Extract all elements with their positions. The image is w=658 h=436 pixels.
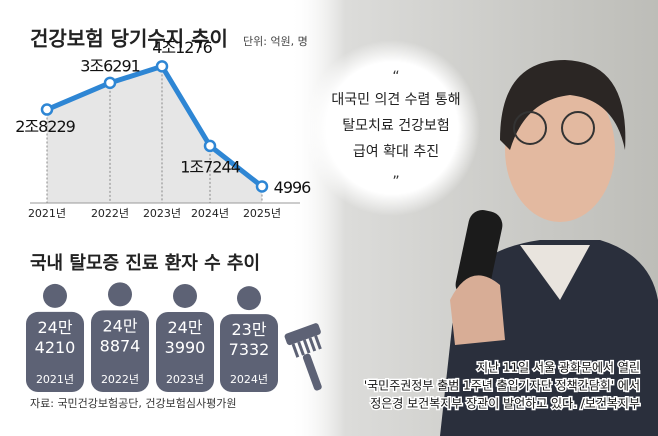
caption: 지난 11일 서울 광화문에서 열린 '국민주권정부 출범 1주년 출입기자단 … (362, 359, 641, 412)
value-label: 24만 3990 (165, 317, 206, 356)
photo-person (440, 60, 658, 436)
value-label: 4조1276 (152, 38, 212, 57)
quote-mark: “ (392, 69, 399, 85)
caption-line: 정은경 보건복지부 장관이 발언하고 있다. /보건복지부 (370, 397, 640, 411)
point (40, 103, 54, 116)
value-label-line: 24만 (167, 317, 202, 336)
quote-line: 탈모치료 건강보험 (342, 118, 450, 134)
area (47, 66, 262, 204)
x-tick-label: 2024년 (191, 207, 229, 220)
value-label: 23만 7332 (229, 320, 270, 359)
quote-mark: ” (392, 174, 399, 190)
value-label: 1조7244 (180, 157, 240, 176)
body (156, 311, 214, 392)
x-tick-label: 2024년 (230, 373, 268, 386)
value-label: 24만 8874 (100, 316, 141, 355)
comb-icon (284, 323, 322, 391)
point (155, 60, 169, 73)
quote-line: 급여 확대 추진 (353, 144, 439, 160)
body (220, 314, 278, 392)
source: 자료: 국민건강보험공단, 건강보험심사평가원 (30, 397, 236, 410)
x-tick-label: 2021년 (28, 207, 66, 220)
value-label-line: 24만 (37, 317, 72, 336)
body (26, 311, 84, 392)
point (255, 180, 269, 193)
value-label: 4996 (274, 178, 312, 197)
body (91, 310, 149, 392)
value-label-line: 7332 (229, 340, 270, 359)
caption-line: 지난 11일 서울 광화문에서 열린 (477, 361, 640, 375)
point (203, 139, 217, 153)
head (237, 286, 261, 311)
head (108, 282, 132, 307)
quote-bubble (304, 40, 480, 216)
value-label-line: 24만 (102, 316, 137, 335)
value-label: 2조8229 (15, 117, 75, 136)
x-tick-label: 2023년 (143, 207, 181, 220)
point (103, 76, 117, 90)
head (173, 283, 197, 308)
quote-line: 대국민 의견 수렴 통해 (331, 92, 460, 108)
value-label-line: 23만 (231, 320, 266, 339)
head (43, 283, 67, 308)
chart-title: 국내 탈모증 진료 환자 수 추이 (30, 252, 260, 274)
x-tick-label: 2022년 (91, 207, 129, 220)
value-label-line: 4210 (35, 337, 76, 356)
chart-title: 건강보험 당기수지 추이 (30, 27, 228, 51)
x-tick-label: 2025년 (243, 207, 281, 220)
value-label: 24만 4210 (35, 317, 76, 356)
subtitle: 단위: 억원, 명 (243, 35, 308, 48)
value-label-line: 8874 (100, 336, 141, 355)
x-tick-label: 2023년 (166, 373, 204, 386)
value-label: 3조6291 (80, 56, 140, 75)
value-label-line: 3990 (165, 337, 206, 356)
x-tick-label: 2022년 (101, 373, 139, 386)
x-tick-label: 2021년 (36, 373, 74, 386)
caption-line: '국민주권정부 출범 1주년 출입기자단 정책간담회' 에서 (364, 378, 640, 393)
